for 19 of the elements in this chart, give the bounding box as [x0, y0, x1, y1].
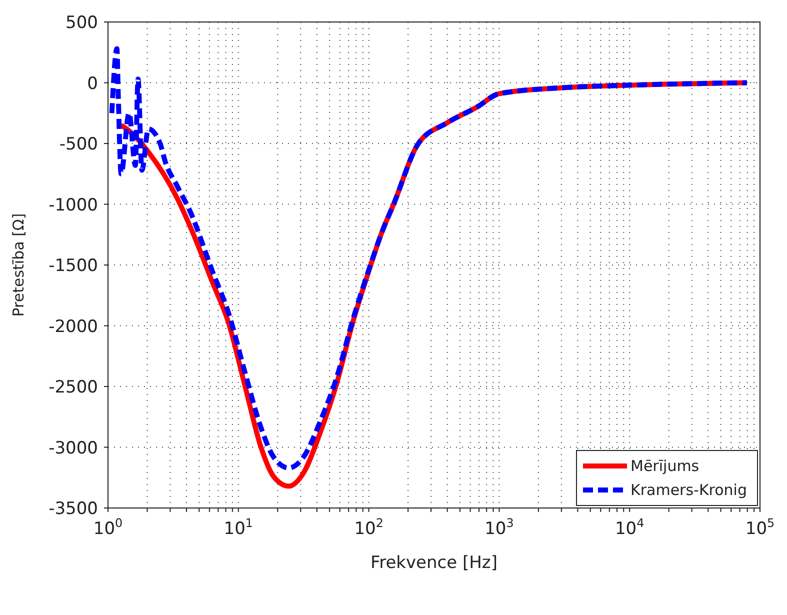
- y-tick-label: -1500: [48, 256, 98, 276]
- y-tick-label: -500: [59, 134, 98, 154]
- y-tick-label: -1000: [48, 195, 98, 216]
- y-tick-label: -3500: [48, 499, 98, 519]
- x-tick-label: 10$^{5}$: [745, 516, 775, 539]
- y-tick-label: -2500: [48, 378, 98, 398]
- legend-label: Mērījums: [630, 457, 700, 475]
- y-tick-label: -2000: [48, 316, 98, 337]
- y-tick-label: -3000: [48, 438, 98, 458]
- x-tick-label: 10$^{3}$: [484, 516, 514, 539]
- y-tick-label: 500: [66, 13, 98, 33]
- y-axis-title: Pretestība [Ω]: [9, 213, 28, 317]
- legend-label: Kramers-Kronig: [630, 481, 747, 499]
- x-axis-title: Frekvence [Hz]: [370, 553, 498, 573]
- x-tick-label: 10$^{1}$: [224, 516, 254, 539]
- y-tick-label: 0: [87, 74, 98, 94]
- x-tick-label: 10$^{0}$: [93, 516, 123, 539]
- x-tick-label: 10$^{4}$: [614, 516, 644, 539]
- x-tick-label: 10$^{2}$: [354, 516, 384, 539]
